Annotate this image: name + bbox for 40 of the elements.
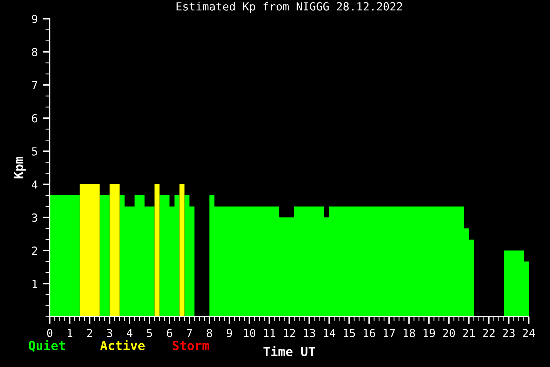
series-label: Quiet bbox=[29, 340, 66, 352]
x-tick-label: 18 bbox=[404, 329, 416, 338]
x-tick-label: 14 bbox=[324, 329, 336, 338]
x-tick-label: 1 bbox=[68, 329, 73, 338]
y-tick-label: 6 bbox=[32, 114, 38, 123]
y-tick-label: 2 bbox=[32, 246, 38, 256]
x-tick-label: 12 bbox=[284, 329, 296, 338]
y-tick-label: 4 bbox=[32, 180, 38, 189]
x-tick-label: 10 bbox=[244, 329, 256, 338]
legend-label: Storm bbox=[172, 340, 210, 350]
x-tick-label: 22 bbox=[483, 329, 495, 338]
x-tick-label: 4 bbox=[127, 329, 133, 338]
y-tick-label: 7 bbox=[32, 81, 38, 90]
x-tick-label: 13 bbox=[304, 329, 316, 338]
x-tick-label: 15 bbox=[344, 329, 356, 338]
x-axis-title: Time UT bbox=[264, 346, 316, 356]
y-tick-label: 8 bbox=[32, 48, 38, 57]
y-tick-label: 9 bbox=[32, 15, 38, 24]
x-tick-label: 7 bbox=[187, 329, 192, 338]
series-label: Active bbox=[100, 340, 145, 350]
x-tick-label: 24 bbox=[523, 329, 536, 338]
x-tick-label: 16 bbox=[364, 329, 376, 338]
x-tick-label: 2 bbox=[87, 329, 92, 338]
x-tick-label: 3 bbox=[107, 329, 112, 338]
x-tick-label: 21 bbox=[463, 329, 476, 338]
y-tick-label: 3 bbox=[32, 214, 38, 222]
x-tick-label: 8 bbox=[207, 329, 212, 338]
y-tick-label: 5 bbox=[32, 148, 38, 156]
x-tick-label: 23 bbox=[503, 329, 515, 338]
x-tick-label: 6 bbox=[167, 329, 172, 338]
chart-title: Estimated Kp from NIGGG 28.12.2022 bbox=[176, 2, 402, 13]
x-tick-label: 5 bbox=[147, 329, 152, 338]
x-tick-label: 11 bbox=[264, 329, 276, 338]
y-tick-label: 1 bbox=[32, 280, 38, 288]
y-axis-title: Kpm bbox=[14, 157, 26, 179]
x-tick-label: 0 bbox=[47, 329, 53, 338]
x-tick-label: 20 bbox=[443, 329, 456, 338]
x-tick-label: 9 bbox=[226, 329, 232, 338]
x-tick-label: 19 bbox=[424, 329, 436, 338]
x-tick-label: 17 bbox=[384, 329, 396, 338]
